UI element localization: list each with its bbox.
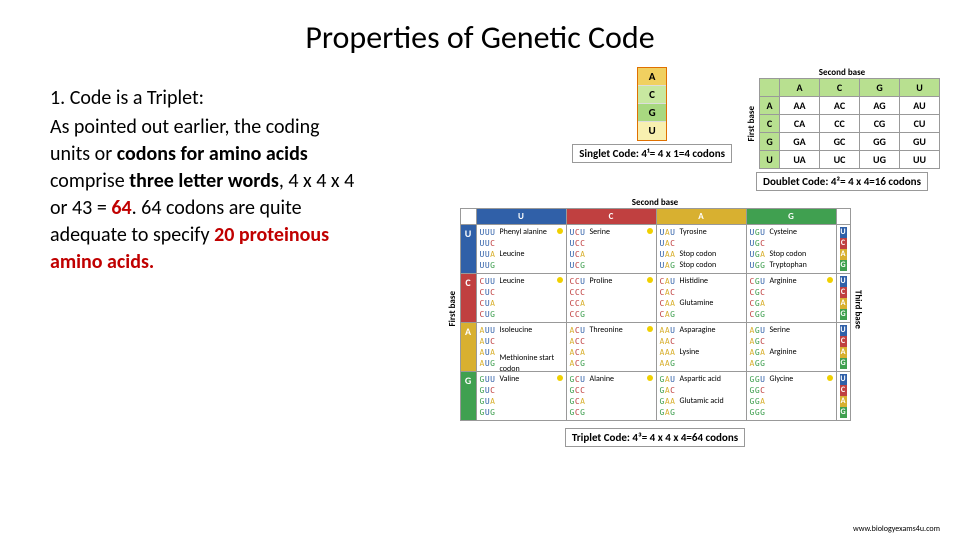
triplet-block: First base Second base UCAGUUUUPhenyl al… [370, 197, 940, 421]
triplet-caption: Triplet Code: 4³= 4 x 4 x 4=64 codons [565, 428, 745, 447]
top-code-tables: ACGU Singlet Code: 4¹= 4 x 1=4 codons Se… [370, 67, 940, 191]
third-base-label: Third base [851, 290, 866, 329]
txt-seg-red: 64 [111, 196, 131, 220]
doublet-table: ACGUAAAACAGAUCCACCCGCUGGAGCGGGUUUAUCUGUU [759, 78, 940, 169]
point-heading: 1. Code is a Triplet: [50, 85, 358, 112]
content-area: 1. Code is a Triplet: As pointed out ear… [0, 67, 960, 446]
txt-seg-bold: codons for amino acids [117, 142, 308, 166]
singlet-base: G [638, 104, 666, 122]
second-base-label-triplet: Second base [460, 197, 851, 208]
singlet-base: A [638, 68, 666, 86]
first-base-label: First base [744, 106, 759, 141]
right-diagram-panel: ACGU Singlet Code: 4¹= 4 x 1=4 codons Se… [370, 67, 960, 446]
second-base-label: Second base [744, 67, 940, 78]
first-base-label-triplet: First base [445, 291, 460, 326]
txt-seg: comprise [50, 169, 129, 193]
attribution: www.biologyexams4u.com [853, 524, 940, 534]
singlet-block: ACGU Singlet Code: 4¹= 4 x 1=4 codons [572, 67, 732, 191]
txt-seg-bold: three letter words [129, 169, 279, 193]
singlet-base: U [638, 122, 666, 140]
doublet-caption: Doublet Code: 4²= 4 x 4=16 codons [756, 172, 928, 191]
point-body: As pointed out earlier, the coding units… [50, 114, 358, 276]
doublet-block: Second base First base ACGUAAAACAGAUCCAC… [744, 67, 940, 191]
singlet-base: C [638, 86, 666, 104]
triplet-chart: UCAGUUUUPhenyl alanineUUCUUALeucineUUGUC… [460, 208, 851, 421]
left-text-panel: 1. Code is a Triplet: As pointed out ear… [0, 67, 370, 446]
singlet-caption: Singlet Code: 4¹= 4 x 1=4 codons [572, 144, 732, 163]
singlet-list: ACGU [637, 67, 667, 141]
page-title: Properties of Genetic Code [0, 0, 960, 67]
